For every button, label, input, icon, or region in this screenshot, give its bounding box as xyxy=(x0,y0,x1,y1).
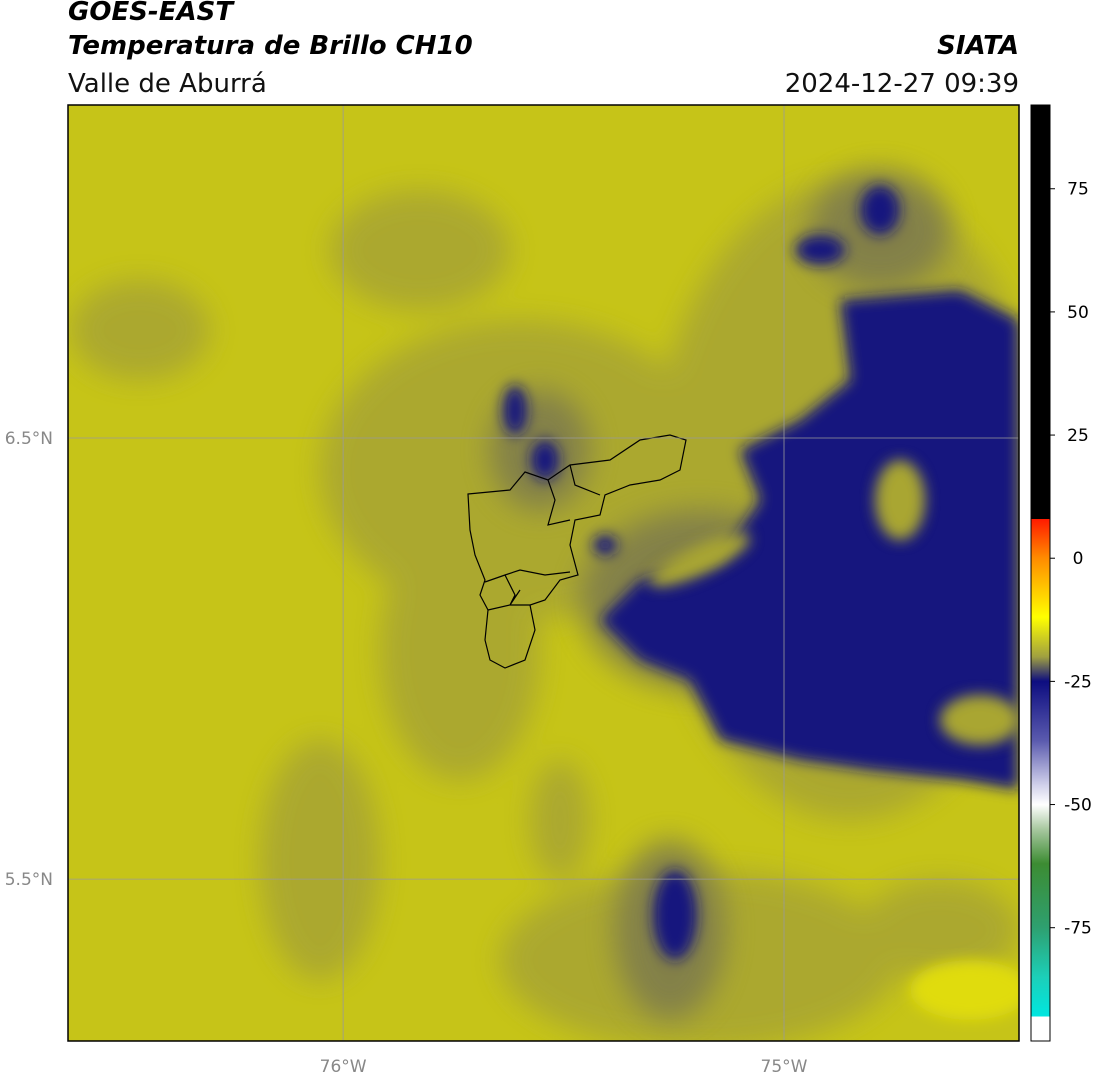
colorbar-tick-label: -75 xyxy=(1064,919,1092,939)
graticule: 76°W 75°W 6.5°N 5.5°N xyxy=(5,105,1019,1077)
colorbar-tick-label: 50 xyxy=(1067,303,1089,323)
colorbar-tick-label: 75 xyxy=(1067,180,1089,200)
lat-tick-label: 5.5°N xyxy=(5,870,53,890)
colorbar-ticks: 75 50 25 0 -25 -50 -75 xyxy=(1050,180,1092,939)
timestamp: 2024-12-27 09:39 xyxy=(785,69,1019,99)
lon-tick-label: 75°W xyxy=(761,1057,808,1077)
product-title: Temperatura de Brillo CH10 xyxy=(68,31,473,61)
municipal-boundaries xyxy=(467,434,687,669)
map-frame xyxy=(67,104,1020,1042)
lon-tick-label: 76°W xyxy=(320,1057,367,1077)
colorbar-tick-label: 0 xyxy=(1073,549,1084,569)
region-label: Valle de Aburrá xyxy=(68,69,267,99)
lat-tick-label: 6.5°N xyxy=(5,429,53,449)
colorbar xyxy=(1030,104,1051,1042)
agency-label: SIATA xyxy=(937,31,1019,61)
satellite-title: GOES-EAST xyxy=(68,0,235,27)
brightness-field xyxy=(68,105,1019,1041)
colorbar-tick-label: 25 xyxy=(1067,426,1089,446)
colorbar-tick-label: -50 xyxy=(1064,796,1092,816)
colorbar-tick-label: -25 xyxy=(1064,672,1092,692)
